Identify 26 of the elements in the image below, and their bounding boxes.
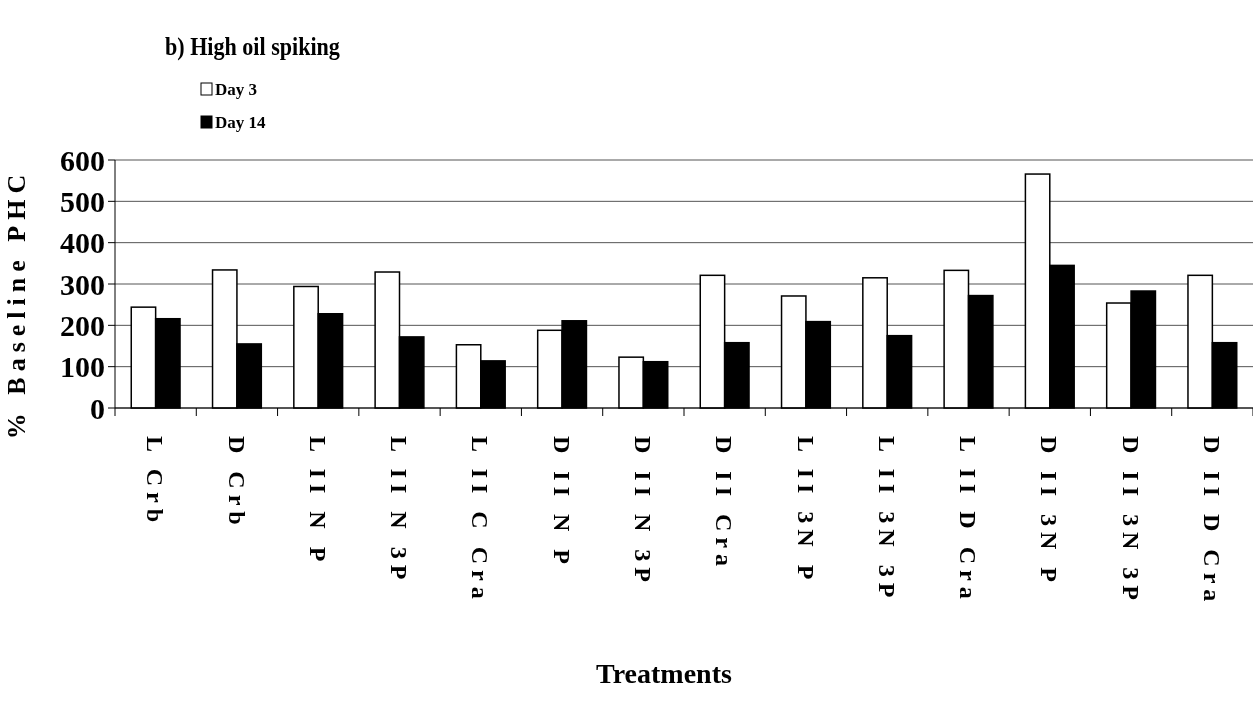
x-tick-label: L II 3N 3P bbox=[873, 436, 900, 604]
y-tick-label: 500 bbox=[60, 184, 105, 218]
y-tick-label: 200 bbox=[60, 308, 105, 342]
legend-label: Day 14 bbox=[215, 113, 267, 132]
x-tick-label: D II 3N P bbox=[1036, 436, 1063, 589]
x-tick-label: D II 3N 3P bbox=[1117, 436, 1144, 607]
y-tick-label: 0 bbox=[90, 391, 105, 425]
x-tick-label: L II C Cra bbox=[467, 436, 494, 605]
x-axis-title: Treatments bbox=[596, 658, 733, 689]
x-tick-label: D II N P bbox=[548, 436, 575, 571]
x-tick-label: D II D Cra bbox=[1198, 436, 1225, 608]
x-tick-label: L II N P bbox=[304, 436, 331, 568]
x-tick-label: D II N 3P bbox=[629, 436, 656, 589]
y-axis-title: % Baseline PHC bbox=[2, 168, 31, 440]
x-tick-label: D II Cra bbox=[711, 436, 738, 572]
y-tick-label: 100 bbox=[60, 350, 105, 384]
x-tick-label: L II D Cra bbox=[955, 436, 982, 605]
x-tick-label: L Crb bbox=[142, 436, 169, 529]
y-tick-label: 300 bbox=[60, 267, 105, 301]
y-tick-label: 600 bbox=[60, 143, 105, 177]
y-tick-label: 400 bbox=[60, 226, 105, 260]
x-tick-label: L II 3N P bbox=[792, 436, 819, 586]
x-tick-label: L II N 3P bbox=[386, 436, 413, 586]
legend-label: Day 3 bbox=[215, 80, 258, 99]
chart-title: b) High oil spiking bbox=[165, 32, 340, 61]
x-tick-label: D Crb bbox=[223, 436, 250, 531]
